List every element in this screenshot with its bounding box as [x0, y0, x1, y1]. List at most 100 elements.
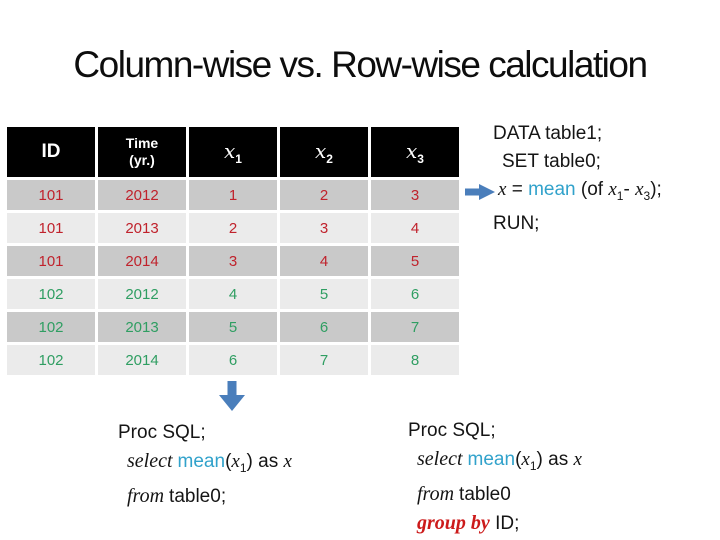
cell-x3: 5: [371, 246, 459, 276]
table-row: 101 2013 2 3 4: [7, 213, 459, 243]
cell-x2: 2: [280, 180, 368, 210]
cell-x2: 5: [280, 279, 368, 309]
cell-id: 102: [7, 312, 95, 342]
code-line: select mean(x1) as x: [127, 447, 292, 482]
table-header-row: ID Time (yr.) x1 x2 x3: [7, 127, 459, 177]
math-x-symbol: x: [608, 179, 617, 200]
cell-x3: 3: [371, 180, 459, 210]
cell-time: 2013: [98, 312, 186, 342]
data-table: ID Time (yr.) x1 x2 x3 101 2012 1 2 3 10…: [4, 124, 462, 378]
proc-sql-code-right: Proc SQL; select mean(x1) as x from tabl…: [408, 417, 582, 538]
code-line: DATA table1;: [493, 123, 603, 144]
subscript-1: 1: [239, 460, 247, 475]
subscript-1: 1: [529, 458, 537, 473]
math-x-symbol: x: [231, 451, 240, 472]
group-by-keyword: group by: [417, 511, 490, 534]
table-row: 102 2014 6 7 8: [7, 345, 459, 375]
cell-id: 101: [7, 180, 95, 210]
code-line: group by ID;: [417, 509, 582, 538]
select-keyword: select: [127, 450, 178, 472]
subscript-2: 2: [326, 151, 333, 166]
code-line: Proc SQL;: [118, 422, 206, 443]
math-x-symbol: x: [224, 138, 236, 163]
table-header: ID Time (yr.) x1 x2 x3: [7, 127, 459, 177]
cell-time: 2013: [98, 213, 186, 243]
cell-id: 101: [7, 246, 95, 276]
subscript-1: 1: [616, 188, 624, 203]
cell-time: 2014: [98, 345, 186, 375]
col-header-id: ID: [7, 127, 95, 177]
cell-x3: 7: [371, 312, 459, 342]
table-row: 102 2013 5 6 7: [7, 312, 459, 342]
cell-time: 2012: [98, 180, 186, 210]
cell-x2: 7: [280, 345, 368, 375]
mean-keyword: mean: [177, 451, 226, 472]
code-text: ID;: [489, 512, 520, 534]
cell-x1: 6: [189, 345, 277, 375]
math-x-symbol: x: [635, 179, 644, 200]
math-x-symbol: x: [521, 449, 530, 470]
code-text: as: [252, 451, 284, 472]
col-header-time-line1: Time: [125, 135, 159, 152]
math-x-symbol: x: [498, 179, 507, 200]
right-arrow-icon: [465, 184, 495, 200]
cell-x2: 6: [280, 312, 368, 342]
code-line: select mean(x1) as x: [417, 445, 582, 480]
code-line: SET table0;: [502, 151, 601, 172]
code-text: (: [515, 449, 522, 470]
table-row: 102 2012 4 5 6: [7, 279, 459, 309]
page-title: Column-wise vs. Row-wise calculation: [73, 44, 648, 85]
col-header-x2: x2: [280, 127, 368, 177]
code-line: Proc SQL;: [408, 420, 496, 441]
cell-x1: 4: [189, 279, 277, 309]
subscript-3: 3: [417, 151, 424, 166]
subscript-1: 1: [235, 151, 242, 166]
code-text: -: [623, 179, 636, 200]
math-x-symbol: x: [573, 449, 582, 470]
code-text: table0: [459, 483, 511, 505]
code-text: table0;: [169, 485, 227, 507]
cell-time: 2014: [98, 246, 186, 276]
table-row: 101 2014 3 4 5: [7, 246, 459, 276]
table-row: 101 2012 1 2 3: [7, 180, 459, 210]
cell-x2: 3: [280, 213, 368, 243]
subscript-3: 3: [643, 188, 651, 203]
from-keyword: from: [127, 484, 170, 507]
code-text: (: [225, 451, 232, 472]
code-text: ): [536, 449, 543, 470]
code-text: as: [542, 449, 574, 470]
col-header-x3: x3: [371, 127, 459, 177]
cell-x3: 6: [371, 279, 459, 309]
cell-x1: 1: [189, 180, 277, 210]
proc-sql-code-left: Proc SQL; select mean(x1) as x from tabl…: [118, 419, 292, 511]
cell-time: 2012: [98, 279, 186, 309]
table-body: 101 2012 1 2 3 101 2013 2 3 4 101 2014 3…: [7, 180, 459, 375]
cell-id: 102: [7, 279, 95, 309]
cell-id: 102: [7, 345, 95, 375]
code-text: =: [506, 179, 529, 200]
cell-x3: 8: [371, 345, 459, 375]
math-x-symbol: x: [406, 138, 418, 163]
code-text: ): [246, 451, 253, 472]
mean-keyword: mean: [467, 449, 516, 470]
cell-x3: 4: [371, 213, 459, 243]
cell-x1: 3: [189, 246, 277, 276]
down-arrow-icon: [219, 381, 245, 411]
code-text: (of: [575, 179, 609, 200]
mean-keyword: mean: [528, 179, 576, 200]
sas-data-step-code: DATA table1; SET table0; x = mean (of x1…: [493, 120, 662, 238]
code-text: );: [650, 179, 662, 200]
code-line: from table0;: [127, 482, 292, 511]
col-header-time-line2: (yr.): [129, 152, 155, 168]
col-header-x1: x1: [189, 127, 277, 177]
from-keyword: from: [417, 482, 460, 505]
math-x-symbol: x: [315, 138, 327, 163]
code-line: RUN;: [493, 212, 540, 234]
select-keyword: select: [417, 448, 468, 470]
cell-x1: 5: [189, 312, 277, 342]
cell-x2: 4: [280, 246, 368, 276]
col-header-time: Time (yr.): [98, 127, 186, 177]
cell-x1: 2: [189, 213, 277, 243]
code-line: from table0: [417, 480, 582, 509]
